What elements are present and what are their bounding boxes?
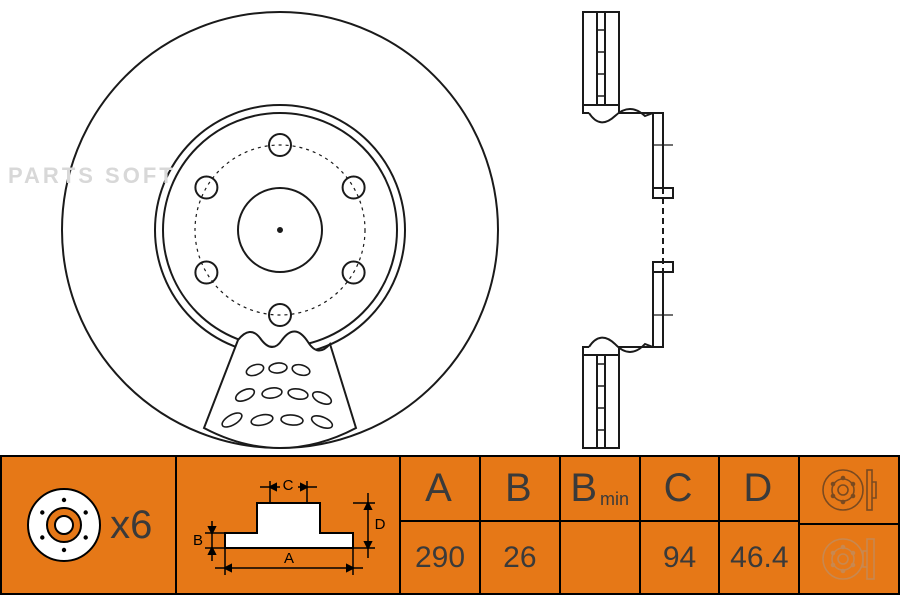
dim-col-d: D 46.4: [720, 457, 800, 593]
disc-side-view: [555, 10, 685, 450]
dim-header: B: [481, 457, 559, 522]
dim-col-a: A 290: [401, 457, 481, 593]
dim-col-b: B 26: [481, 457, 561, 593]
dim-header: C: [641, 457, 719, 522]
disc-face-view: [60, 10, 500, 450]
bolt-count-label: x6: [110, 503, 152, 548]
dim-value: 46.4: [720, 522, 798, 593]
disc-icon-top: [800, 457, 898, 525]
dim-value: [561, 522, 639, 593]
dim-value: 94: [641, 522, 719, 593]
bolt-pattern-cell: x6: [2, 457, 177, 593]
disc-icon-bottom: [800, 525, 898, 593]
svg-text:B: B: [193, 532, 203, 549]
disc-type-icons: [800, 457, 898, 593]
svg-text:A: A: [284, 550, 294, 567]
dim-col-bmin: B min: [561, 457, 641, 593]
dim-header: B min: [561, 457, 639, 522]
watermark-text: PARTS SOFT: [8, 163, 176, 189]
dim-col-c: C 94: [641, 457, 721, 593]
technical-drawing-area: PARTS SOFT: [0, 0, 900, 455]
dim-header: D: [720, 457, 798, 522]
dim-value: 290: [401, 522, 479, 593]
dimension-key-diagram: C D B A: [177, 457, 402, 593]
svg-text:D: D: [375, 516, 386, 533]
dim-value: 26: [481, 522, 559, 593]
svg-text:C: C: [283, 477, 294, 494]
disc-small-icon-2: [819, 534, 879, 584]
disc-small-icon: [819, 465, 879, 515]
dimension-legend: x6: [0, 455, 900, 595]
bolt-pattern-icon: [24, 485, 104, 565]
dim-header: A: [401, 457, 479, 522]
dimension-key-svg: C D B A: [185, 463, 390, 588]
